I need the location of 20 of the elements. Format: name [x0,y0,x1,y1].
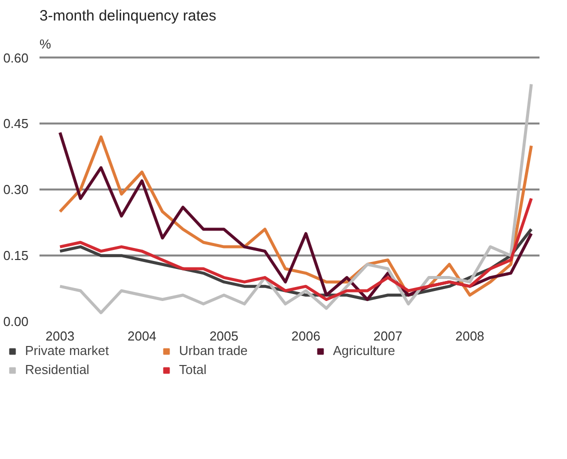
y-axis-title: % [40,36,52,52]
legend-label: Private market [25,343,110,358]
y-tick-label: 0.15 [3,248,29,264]
x-tick-label: 2004 [128,328,156,344]
line-series [58,196,533,302]
x-tick-label: 2007 [373,328,402,344]
chart-title: 3-month delinquency rates [40,8,216,24]
y-tick-label: 0.30 [3,182,29,198]
line-series [58,82,533,314]
x-tick-label: 2003 [46,328,74,344]
y-tick-label: 0.00 [3,314,29,329]
legend-label: Residential [25,362,90,377]
legend-label: Agriculture [333,343,396,358]
legend-label: Urban trade [179,343,249,358]
y-tick-label: 0.45 [3,116,29,132]
y-tick-label: 0.60 [3,50,29,66]
x-tick-label: 2006 [291,328,320,344]
x-tick-label: 2005 [209,328,238,344]
legend-label: Total [179,362,208,377]
x-tick-label: 2008 [455,328,484,344]
